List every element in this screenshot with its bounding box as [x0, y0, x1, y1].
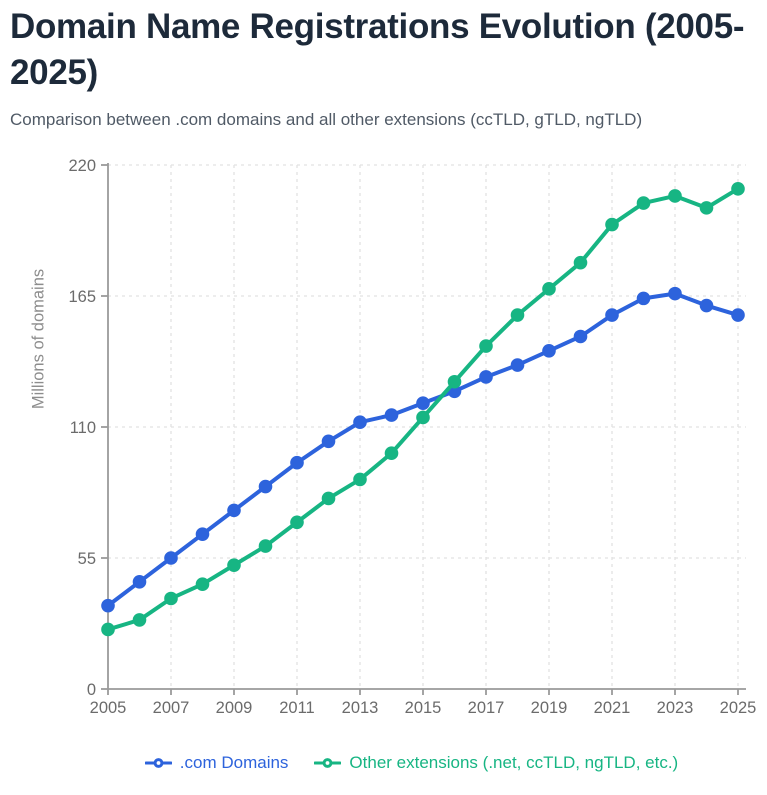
data-point: [731, 308, 745, 322]
data-point: [353, 472, 367, 487]
data-point: [636, 291, 651, 306]
data-point: [668, 189, 682, 203]
data-point: [479, 339, 493, 353]
data-point: [101, 622, 115, 637]
data-point: [699, 298, 714, 313]
data-point: [699, 201, 714, 215]
x-tick-label: 2019: [531, 699, 568, 717]
data-point: [510, 308, 525, 322]
legend-marker-com-icon: [144, 758, 172, 768]
chart-legend: .com Domains Other extensions (.net, ccT…: [28, 753, 767, 773]
data-point: [101, 598, 115, 613]
data-point: [605, 308, 619, 322]
data-point: [164, 591, 178, 606]
x-tick-label: 2015: [405, 699, 442, 717]
y-tick-label: 55: [78, 550, 96, 568]
data-point: [227, 503, 241, 518]
data-point: [290, 455, 304, 470]
data-point: [510, 358, 525, 372]
data-point: [384, 408, 399, 422]
y-tick-label: 0: [87, 681, 96, 699]
data-point: [384, 446, 399, 461]
data-point: [636, 196, 651, 210]
data-point: [290, 515, 304, 530]
data-point: [668, 286, 682, 301]
x-tick-label: 2011: [279, 699, 314, 717]
y-axis-title: Millions of domains: [29, 268, 48, 410]
legend-item-other-extensions[interactable]: Other extensions (.net, ccTLD, ngTLD, et…: [314, 753, 678, 773]
data-point: [542, 282, 556, 296]
x-tick-label: 2007: [153, 699, 190, 717]
data-point: [321, 434, 336, 449]
x-tick-label: 2025: [720, 699, 757, 717]
data-point: [542, 343, 556, 358]
page-subtitle: Comparison between .com domains and all …: [10, 110, 643, 129]
chart-header: Domain Name Registrations Evolution (200…: [10, 4, 755, 130]
x-tick-label: 2013: [342, 699, 379, 717]
data-point: [416, 396, 430, 410]
data-point: [573, 329, 588, 344]
legend-item-com-domains[interactable]: .com Domains: [144, 753, 289, 773]
data-point: [258, 539, 273, 553]
y-tick-label: 165: [68, 288, 96, 306]
x-tick-label: 2021: [594, 699, 631, 717]
data-point: [195, 527, 210, 541]
y-tick-label: 110: [70, 419, 96, 437]
data-point: [479, 370, 493, 384]
data-point: [227, 558, 241, 572]
data-point: [353, 415, 367, 430]
data-point: [605, 217, 619, 232]
page-title: Domain Name Registrations Evolution (200…: [10, 7, 745, 92]
data-point: [573, 255, 588, 270]
x-tick-label: 2005: [90, 699, 127, 717]
data-point: [195, 577, 210, 591]
data-point: [164, 551, 178, 565]
data-point: [321, 491, 336, 506]
x-tick-label: 2023: [657, 699, 694, 717]
data-point: [258, 479, 273, 494]
x-tick-label: 2017: [468, 699, 505, 717]
legend-label-other: Other extensions (.net, ccTLD, ngTLD, et…: [349, 753, 679, 772]
data-point: [132, 575, 147, 589]
legend-marker-other-icon: [314, 758, 342, 768]
legend-label-com: .com Domains: [179, 753, 289, 772]
x-tick-label: 2009: [216, 699, 253, 717]
data-point: [731, 182, 745, 196]
data-point: [416, 410, 430, 425]
data-point: [447, 374, 462, 389]
y-tick-label: 220: [68, 157, 96, 175]
data-point: [132, 613, 147, 627]
